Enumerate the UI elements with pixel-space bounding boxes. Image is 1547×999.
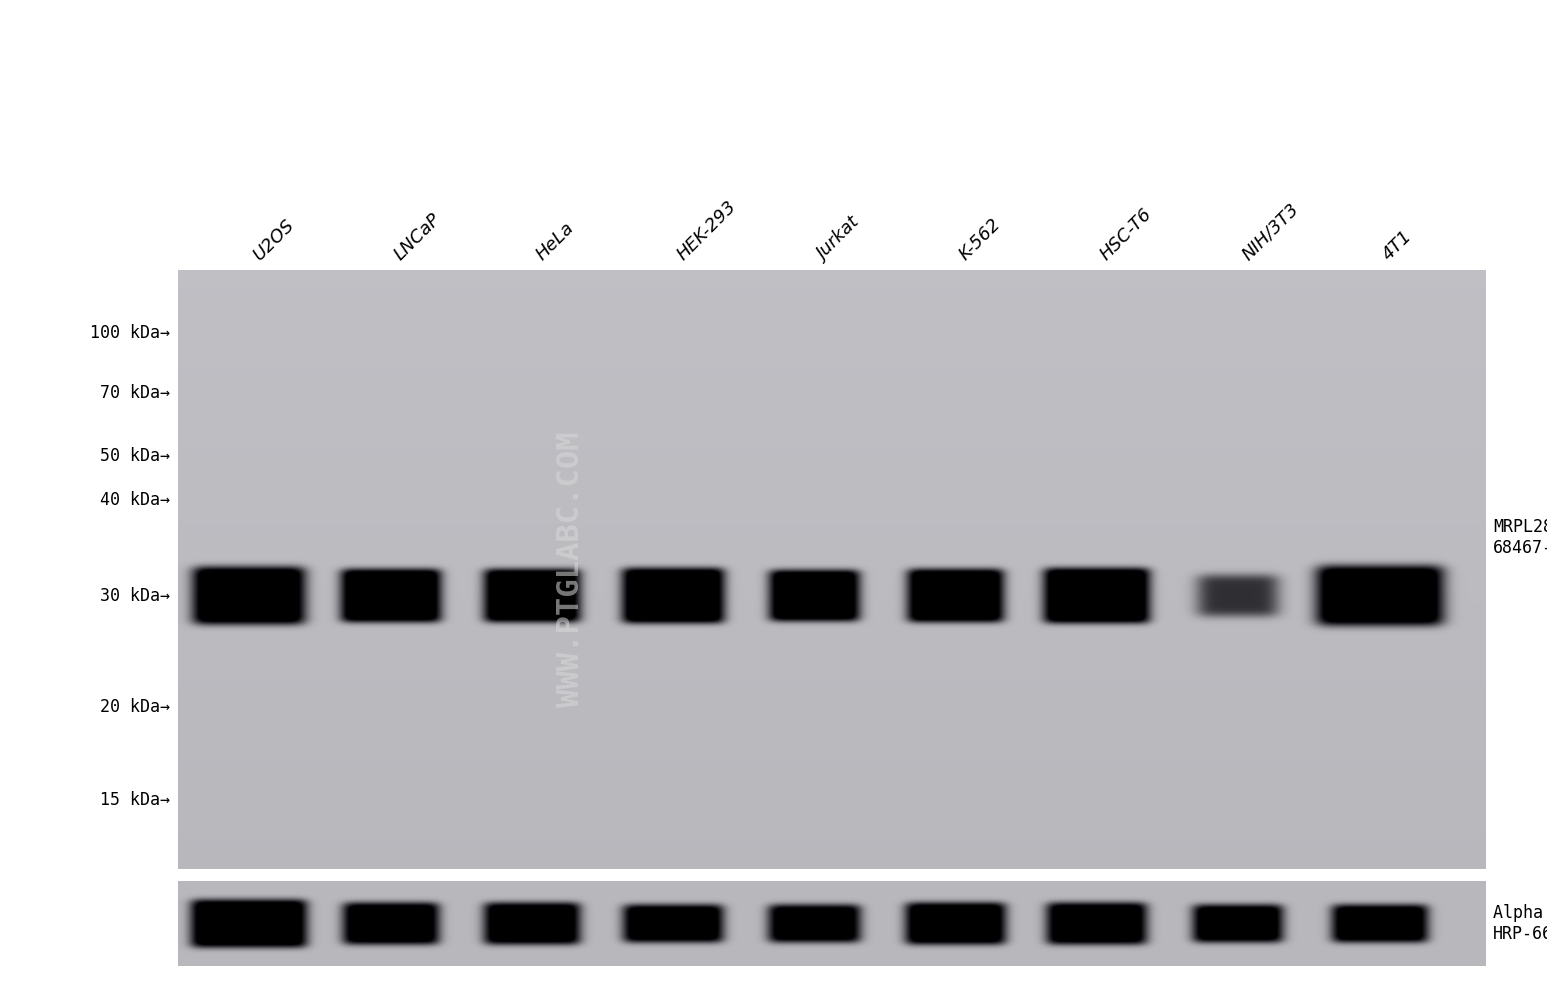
Text: HEK-293: HEK-293 <box>673 198 739 264</box>
Text: NIH/3T3: NIH/3T3 <box>1238 200 1303 264</box>
Text: 30 kDa→: 30 kDa→ <box>101 587 170 605</box>
Text: HSC-T6: HSC-T6 <box>1097 205 1156 264</box>
Text: WWW.PTGLABC.COM: WWW.PTGLABC.COM <box>555 432 585 707</box>
Text: 100 kDa→: 100 kDa→ <box>90 324 170 342</box>
Text: Jurkat: Jurkat <box>815 214 865 264</box>
Text: LNCaP: LNCaP <box>391 210 444 264</box>
Text: 15 kDa→: 15 kDa→ <box>101 791 170 809</box>
Text: 50 kDa→: 50 kDa→ <box>101 447 170 465</box>
Text: 40 kDa→: 40 kDa→ <box>101 492 170 509</box>
Text: K-562: K-562 <box>956 215 1004 264</box>
Text: Alpha Tubulin
HRP-66031: Alpha Tubulin HRP-66031 <box>1493 904 1547 943</box>
Text: U2OS: U2OS <box>249 216 299 264</box>
Text: 20 kDa→: 20 kDa→ <box>101 698 170 716</box>
Text: HeLa: HeLa <box>532 219 577 264</box>
Text: 70 kDa→: 70 kDa→ <box>101 384 170 402</box>
Text: MRPL28
68467-1-Ig: MRPL28 68467-1-Ig <box>1493 518 1547 556</box>
Text: 4T1: 4T1 <box>1380 227 1416 264</box>
